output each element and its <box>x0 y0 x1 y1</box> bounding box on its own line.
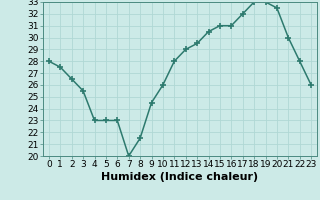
X-axis label: Humidex (Indice chaleur): Humidex (Indice chaleur) <box>101 172 259 182</box>
